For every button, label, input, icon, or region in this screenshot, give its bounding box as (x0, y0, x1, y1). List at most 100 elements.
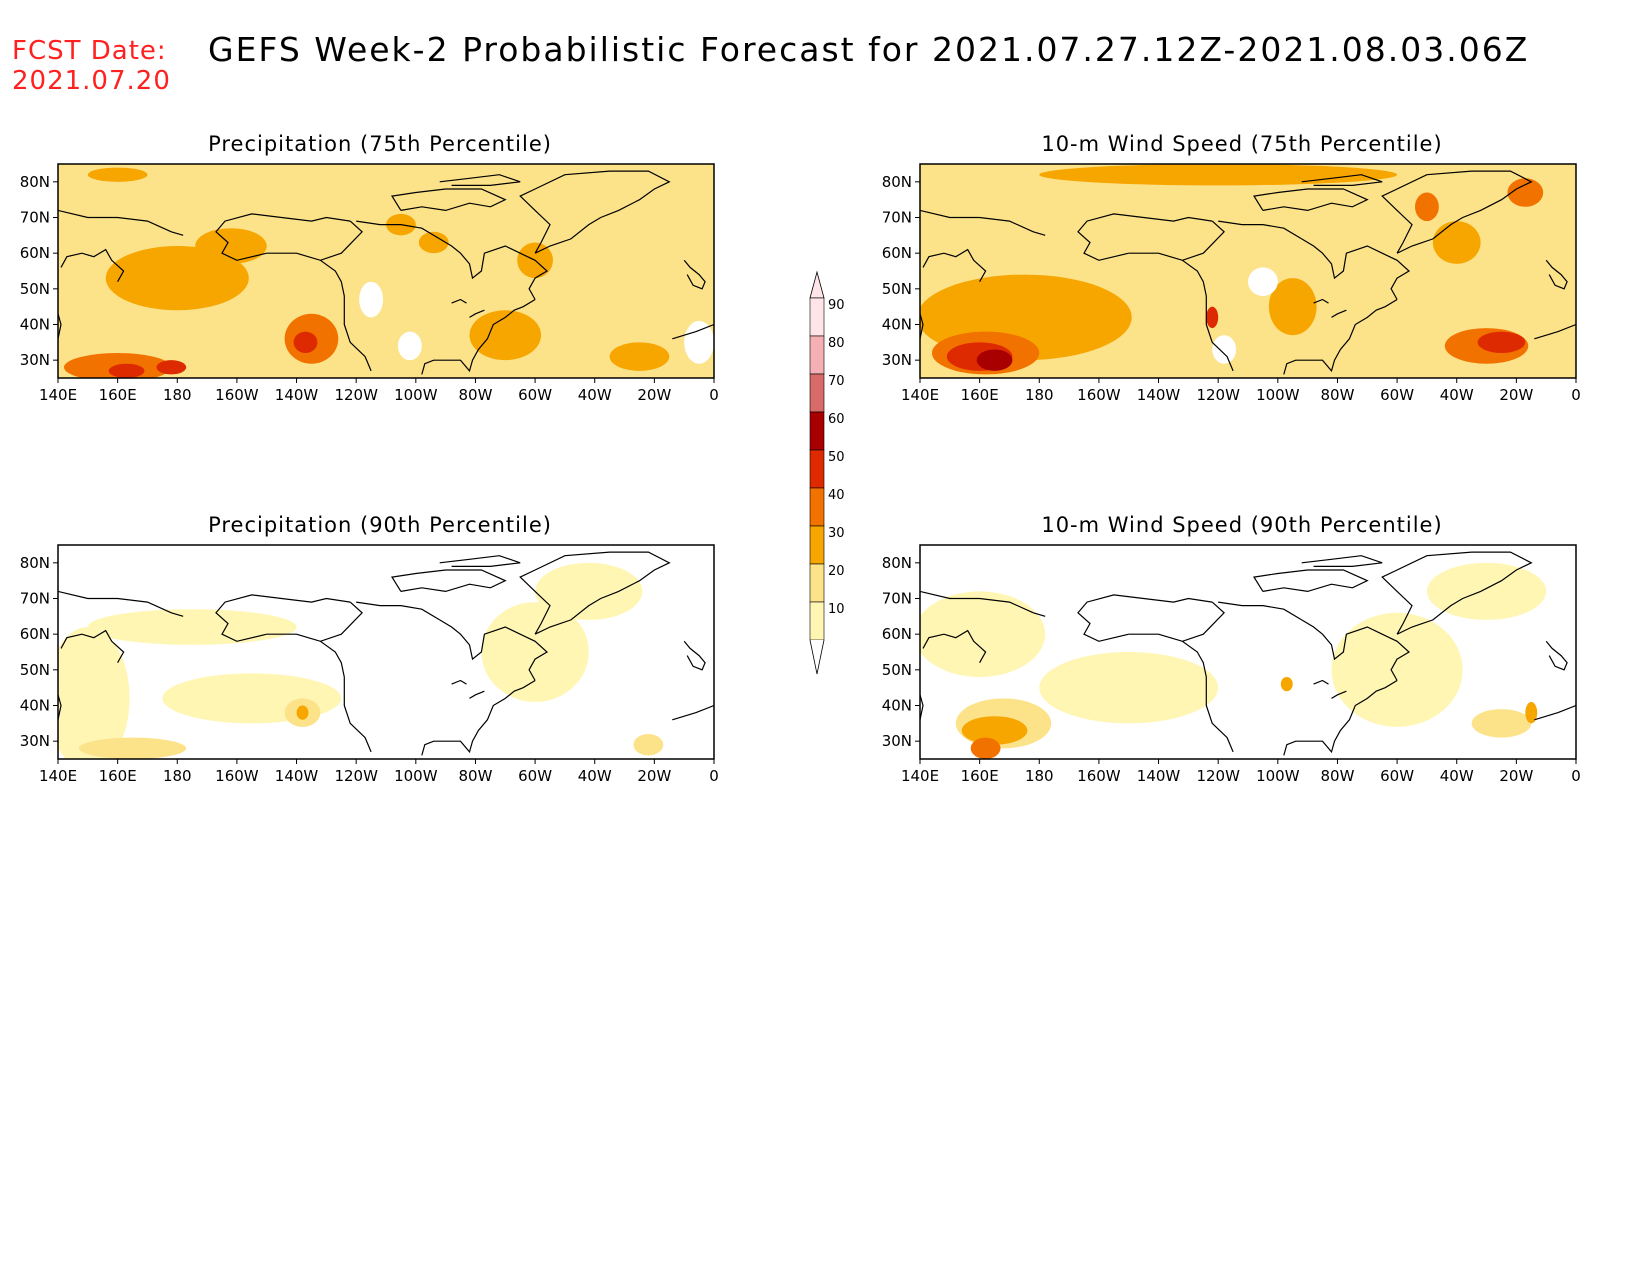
coastline-segment (439, 238, 549, 300)
below-threshold-area (1212, 335, 1237, 364)
coastline-segment (922, 629, 987, 663)
y-tick-label: 70N (882, 209, 912, 227)
y-tick-label: 70N (20, 209, 50, 227)
x-tick-label: 140W (275, 767, 319, 785)
below-threshold-area (359, 281, 384, 318)
coastline-segment (58, 694, 62, 720)
coastline-segment (58, 209, 184, 236)
x-tick-label: 60W (1380, 767, 1414, 785)
x-tick-label: 160W (1077, 386, 1121, 404)
y-tick-label: 30N (20, 732, 50, 750)
map-frame (919, 544, 1577, 760)
map-frame (919, 163, 1577, 379)
x-tick-label: 0 (1571, 386, 1581, 404)
coastline-segment (356, 220, 441, 240)
coastline-segment (1218, 220, 1303, 240)
y-tick-label: 70N (882, 590, 912, 608)
coastline-segment (215, 213, 351, 261)
probability-contour (469, 310, 542, 361)
coastline-segment (451, 679, 467, 685)
map-panel-precip-75: Precipitation (75th Percentile) 140E 160E… (0, 132, 760, 422)
coastlines (58, 170, 714, 375)
map-frame (57, 544, 715, 760)
x-tick-label: 160E (961, 386, 999, 404)
coastline-segment (60, 248, 125, 282)
coastline-segment (320, 640, 372, 753)
colorbar-swatch (809, 487, 825, 527)
colorbar-swatch (809, 601, 825, 641)
x-tick-label: 180 (1025, 386, 1054, 404)
coastline-segment (266, 220, 363, 261)
x-tick-label: 160W (215, 767, 259, 785)
coastline-segment (1301, 238, 1411, 300)
probability-contour (1525, 701, 1538, 724)
colorbar-swatch (809, 335, 825, 375)
x-tick-label: 0 (709, 767, 719, 785)
x-tick-label: 140E (901, 386, 939, 404)
coastline-segment (1077, 213, 1213, 261)
colorbar-legend: 90 80 70 60 50 40 30 20 10 (809, 270, 845, 675)
x-tick-label: 80W (458, 767, 492, 785)
coastline-segment (439, 619, 549, 681)
coastline-segment (1313, 298, 1329, 304)
coastline-segment (1301, 619, 1411, 681)
below-threshold-area (684, 320, 714, 364)
coastline-segment (215, 594, 351, 642)
forecast-date-block: FCST Date: 2021.07.20 (12, 36, 171, 96)
y-tick-label: 60N (20, 625, 50, 643)
coastline-segment (920, 209, 1046, 236)
colorbar-tick-label: 90 (828, 298, 845, 313)
coastline-segment (469, 309, 485, 318)
y-tick-label: 70N (20, 590, 50, 608)
coastline-segment (1301, 555, 1383, 567)
y-tick-label: 60N (882, 625, 912, 643)
map-plot: 140E 160E 180 160W 140W 120W 100W 80W 60W 40W 20W 0… (882, 544, 1581, 785)
x-tick-label: 140E (39, 386, 77, 404)
coastline-segment (672, 323, 714, 340)
x-tick-label: 40W (578, 767, 612, 785)
map-frame (57, 163, 715, 379)
probability-contour (1039, 164, 1398, 186)
coastline-segment (58, 313, 62, 339)
x-tick-label: 20W (1499, 386, 1533, 404)
probability-contour (1039, 652, 1219, 724)
map-panel-precip-90: Precipitation (90th Percentile) 140E 160E… (0, 513, 760, 803)
panel-title: Precipitation (75th Percentile) (208, 132, 552, 156)
x-tick-label: 60W (518, 767, 552, 785)
coastline-segment (519, 551, 671, 635)
probability-contour (108, 363, 145, 378)
x-tick-label: 160E (99, 767, 137, 785)
y-tick-label: 50N (882, 280, 912, 298)
colorbar-swatch (809, 525, 825, 565)
x-tick-label: 160W (215, 386, 259, 404)
x-tick-label: 0 (709, 386, 719, 404)
coastline-segment (451, 298, 467, 304)
coastline-segment (1381, 551, 1533, 635)
coastlines (920, 170, 1576, 375)
coastline-segment (1283, 298, 1398, 375)
x-tick-label: 160E (99, 386, 137, 404)
y-tick-label: 80N (20, 173, 50, 191)
map-plot: 140E 160E 180 160W 140W 120W 100W 80W 60W 40W 20W 0… (20, 544, 719, 785)
y-tick-label: 30N (20, 351, 50, 369)
forecast-date-label: FCST Date: (12, 36, 167, 66)
x-tick-label: 40W (1440, 767, 1474, 785)
probability-contour (1471, 709, 1532, 738)
map-plot: 140E 160E 180 160W 140W 120W 100W 80W 60W 40W 20W 0… (882, 163, 1581, 404)
coastline-segment (1534, 323, 1576, 340)
colorbar-tick-label: 30 (828, 526, 845, 541)
colorbar-arrow-bottom (809, 639, 825, 675)
x-tick-label: 0 (1571, 767, 1581, 785)
coastline-segment (421, 298, 536, 375)
x-tick-label: 120W (1196, 767, 1240, 785)
colorbar-tick-label: 80 (828, 336, 845, 351)
y-tick-label: 60N (882, 244, 912, 262)
x-tick-label: 140W (275, 386, 319, 404)
x-tick-label: 180 (163, 386, 192, 404)
coastline-segment (469, 690, 485, 699)
probability-contour (535, 562, 643, 620)
x-tick-label: 60W (518, 386, 552, 404)
probability-contour (296, 705, 309, 720)
coastline-segment (1381, 170, 1533, 254)
colorbar-tick-label: 10 (828, 602, 845, 617)
